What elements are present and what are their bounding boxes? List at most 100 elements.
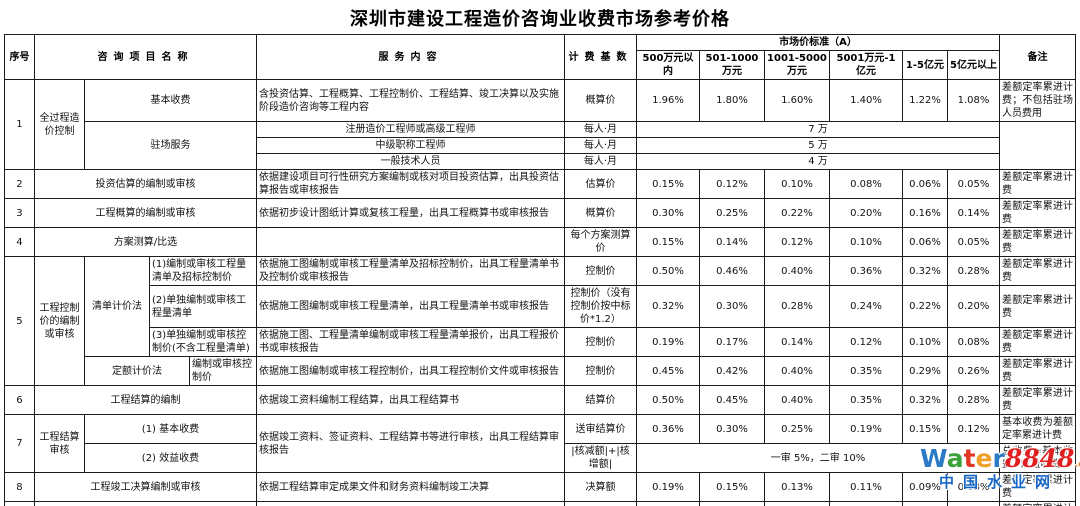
- table-cell: 0.12%: [763, 227, 830, 257]
- table-cell: 基本收费为差额定率累进计费: [999, 414, 1077, 444]
- table-row: 4 方案测算/比选 每个方案测算价 0.15% 0.14% 0.12% 0.10% 0.06%…: [3, 227, 1077, 257]
- table-cell: (1) 基本收费: [83, 414, 257, 444]
- table-row: 3 工程概算的编制或审核 依据初步设计图纸计算或复核工程量，出具工程概算书或审核报告…: [3, 198, 1077, 228]
- table-cell: 0.28%: [946, 385, 1001, 415]
- table-cell: 依据施工图编制或审核工程控制价，出具工程控制价文件或审核报告: [255, 356, 565, 386]
- table-cell: 差额定率累进计费: [999, 501, 1077, 506]
- header-row-1: 序号 咨询项目名称 服务内容 计费基数 市场价标准（A） 备注: [3, 34, 1077, 80]
- table-cell: 0.19%: [828, 414, 903, 444]
- table-row: 驻场服务 注册造价工程师或高级工程师 每人·月 7 万: [4, 121, 1077, 170]
- col-header-remark: 备注: [999, 34, 1077, 80]
- table-cell: 0.36%: [635, 414, 700, 444]
- table-cell: 0.10%: [901, 327, 948, 357]
- table-cell: 总收费=基本收费+效益收费: [999, 443, 1077, 473]
- table-cell: 0.08%: [828, 169, 903, 199]
- table-cell: 0.05%: [946, 227, 1001, 257]
- table-cell: 0.50%: [635, 256, 700, 286]
- table-cell: 差额定率累进计费: [999, 385, 1077, 415]
- table-row: 5 工程控制价的编制或审核 清单计价法 (1)编制或审核工程量清单及招标控制价 依据施工…: [3, 256, 1077, 386]
- table-cell: 竣工决算项目中需对某项工程投资额进行专业复核的: [255, 501, 565, 506]
- page-title: 深圳市建设工程造价咨询业收费市场参考价格: [350, 9, 730, 30]
- table-cell: 0.40%: [763, 501, 830, 506]
- table-cell: 0.26%: [946, 356, 1001, 386]
- table-cell: 0.25%: [698, 198, 765, 228]
- col-header-range-4: 5001万元-1亿元: [828, 50, 903, 80]
- table-cell: 0.14%: [698, 227, 765, 257]
- table-cell: (3)单独编制或审核控制价(不含工程量清单): [148, 327, 257, 357]
- table-cell: 依据施工图编制或审核工程量清单，出具工程量清单书或审核报告: [255, 285, 565, 328]
- table-row: 定额计价法 编制或审核控制价 依据施工图编制或审核工程控制价，出具工程控制价文件或审…: [4, 356, 1077, 386]
- table-cell: [255, 227, 565, 257]
- col-header-seq: 序号: [3, 34, 35, 80]
- table-cell: 0.25%: [763, 414, 830, 444]
- table-cell: 0.42%: [698, 356, 765, 386]
- table-cell: 定额计价法: [83, 356, 190, 386]
- col-header-range-2: 501-1000万元: [698, 50, 765, 80]
- watermark-logo-number: 8848: [1004, 444, 1075, 473]
- table-cell: 依据竣工资料编制工程结算，出具工程结算书: [255, 385, 565, 415]
- table-cell: 每个方案测算价: [563, 227, 637, 257]
- fee-table-body: 1 全过程造价控制 基本收费 含投资估算、工程概算、工程控制价、工程结算、竣工决算以及…: [3, 79, 1077, 506]
- table-cell: 依据竣工资料、签证资料、工程结算书等进行审核，出具工程结算审核报告: [255, 414, 565, 473]
- table-cell: 7 万: [635, 121, 1001, 138]
- table-cell: 差额定率累进计费: [999, 356, 1077, 386]
- table-cell: 8: [3, 472, 35, 502]
- table-cell: 6: [3, 385, 35, 415]
- table-cell: 差额定率累进计费: [999, 198, 1077, 228]
- table-cell: 工程竣工决算编制专项审计: [33, 501, 257, 506]
- table-cell: 0.05%: [946, 169, 1001, 199]
- table-cell: 1.96%: [635, 79, 700, 122]
- fee-table: 序号 咨询项目名称 服务内容 计费基数 市场价标准（A） 备注 500万元以内 …: [3, 34, 1077, 506]
- table-cell: 0.20%: [828, 198, 903, 228]
- table-cell: 0.22%: [763, 198, 830, 228]
- table-row: 9工程竣工决算编制专项审计竣工决算项目中需对某项工程投资额进行专业复核的审核额0…: [3, 501, 1077, 506]
- table-cell: 9: [3, 501, 35, 506]
- table-cell: 0.32%: [901, 385, 948, 415]
- table-cell: 0.40%: [763, 385, 830, 415]
- table-cell: 编制或审核控制价: [188, 356, 257, 386]
- table-row: 6 工程结算的编制 依据竣工资料编制工程结算，出具工程结算书 结算价 0.50% 0.45…: [3, 385, 1077, 415]
- table-cell: 0.14%: [763, 327, 830, 357]
- watermark-letter: t: [963, 444, 976, 473]
- watermark-letter: W: [920, 444, 947, 473]
- table-cell: 每人·月: [563, 121, 637, 138]
- watermark-logo-suffix: .com: [1074, 459, 1080, 470]
- table-cell: 0.50%: [635, 501, 700, 506]
- watermark: Water8848.com 中国水业网: [920, 444, 1080, 491]
- col-header-range-1: 500万元以内: [635, 50, 700, 80]
- table-cell: 7: [3, 414, 35, 473]
- table-cell: 0.13%: [763, 472, 830, 502]
- watermark-site-name: 中国水业网: [938, 473, 1059, 491]
- table-cell: 全过程造价控制: [33, 79, 85, 170]
- table-cell: 工程概算的编制或审核: [33, 198, 257, 228]
- table-cell: 差额定率累进计费: [999, 256, 1077, 286]
- table-cell: 控制价: [563, 256, 637, 286]
- table-cell: 0.12%: [946, 414, 1001, 444]
- table-cell: 工程结算的编制: [33, 385, 257, 415]
- table-cell: 1: [3, 79, 35, 170]
- table-cell: 0.36%: [828, 256, 903, 286]
- col-header-range-6: 5亿元以上: [946, 50, 1001, 80]
- table-cell: 0.20%: [946, 285, 1001, 328]
- table-cell: 0.12%: [828, 327, 903, 357]
- table-cell: 中级职称工程师: [255, 137, 565, 154]
- table-cell: 4 万: [635, 153, 1001, 170]
- table-cell: 概算价: [563, 79, 637, 122]
- table-row: (2)单独编制或审核工程量清单 依据施工图编制或审核工程量清单，出具工程量清单书或…: [4, 285, 1077, 328]
- table-cell: 0.30%: [635, 198, 700, 228]
- table-cell: 0.29%: [901, 356, 948, 386]
- table-cell: (1)编制或审核工程量清单及招标控制价: [148, 256, 257, 286]
- table-cell: 差额定率累进计费: [999, 169, 1077, 199]
- table-cell: 0.22%: [901, 285, 948, 328]
- table-row: 2 投资估算的编制或审核 依据建设项目可行性研究方案编制或核对项目投资估算，出具投资…: [3, 169, 1077, 199]
- table-cell: 0.30%: [698, 414, 765, 444]
- table-cell: 投资估算的编制或审核: [33, 169, 257, 199]
- table-cell: 0.45%: [698, 501, 765, 506]
- table-cell: 0.17%: [698, 327, 765, 357]
- table-cell: 控制价: [563, 356, 637, 386]
- table-cell: 审核额: [563, 501, 637, 506]
- table-cell: 方案测算/比选: [33, 227, 257, 257]
- table-cell: 5 万: [635, 137, 1001, 154]
- table-cell: 估算价: [563, 169, 637, 199]
- table-cell: 3: [3, 198, 35, 228]
